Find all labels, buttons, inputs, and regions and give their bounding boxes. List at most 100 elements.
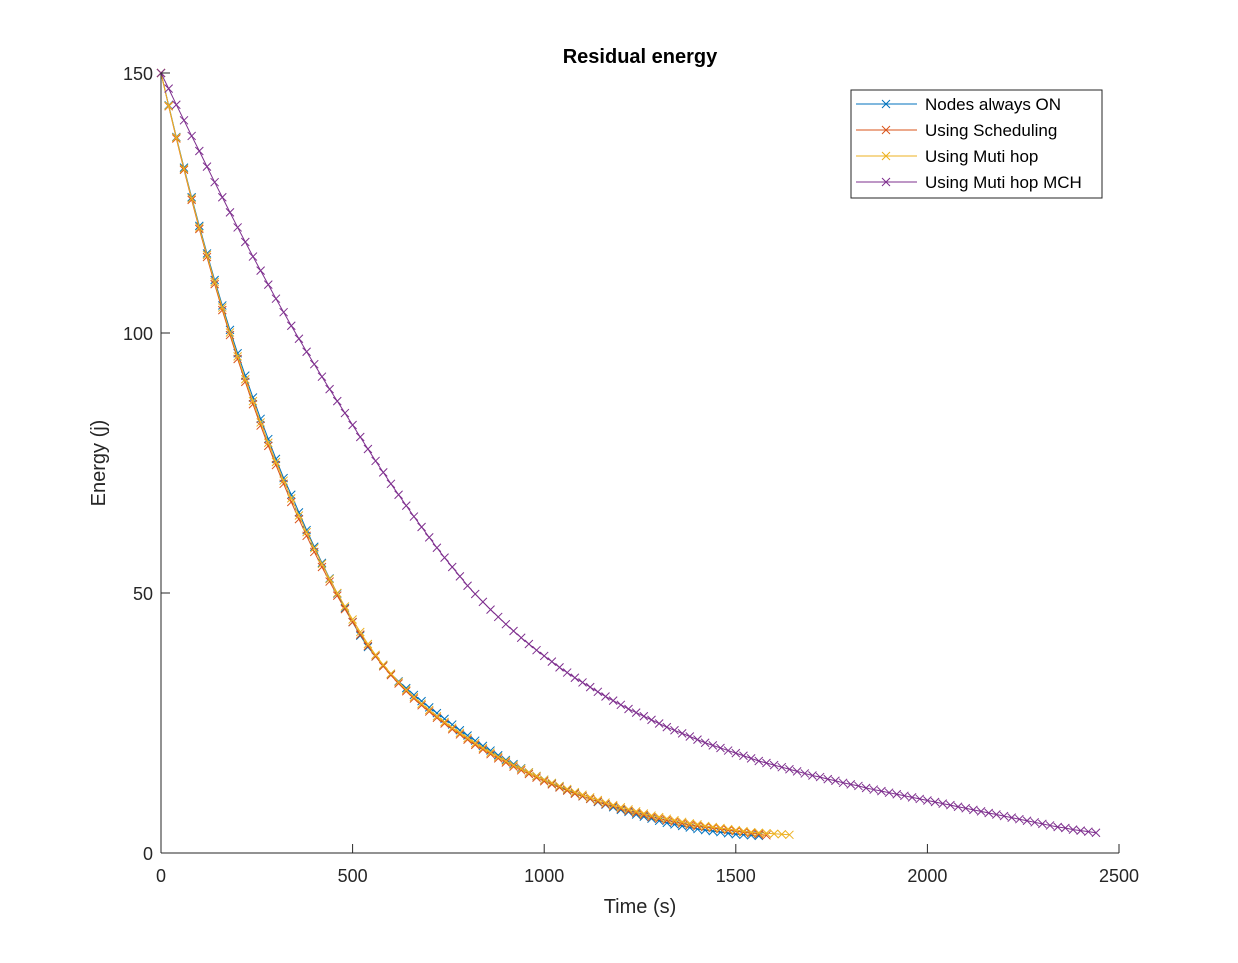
data-point-marker — [1045, 821, 1055, 830]
legend-marker — [881, 177, 891, 187]
data-point-marker — [340, 602, 350, 611]
data-point-marker — [693, 821, 702, 831]
data-point-marker — [723, 825, 733, 835]
data-point-marker — [363, 444, 373, 454]
data-point-marker — [187, 131, 197, 141]
legend-item[interactable]: Nodes always ON — [856, 95, 1061, 114]
y-tick-label: 0 — [143, 844, 153, 864]
data-point-marker — [202, 162, 212, 171]
legend-item[interactable]: Using Muti hop MCH — [856, 173, 1082, 192]
data-point-marker — [202, 250, 212, 260]
data-point-marker — [286, 494, 296, 503]
data-point-marker — [401, 686, 411, 696]
data-point-marker — [279, 476, 288, 486]
data-point-marker — [631, 807, 641, 816]
data-point-marker — [915, 794, 925, 804]
data-point-marker — [325, 574, 334, 584]
data-point-marker — [693, 735, 702, 744]
data-point-marker — [225, 328, 235, 337]
data-point-marker — [976, 807, 986, 816]
data-point-marker — [417, 699, 426, 709]
data-point-marker — [1022, 816, 1032, 826]
ticks-layer: 0 500 1000 1500 2000 2500 0 50 100 150 — [123, 64, 1139, 886]
data-point-marker — [731, 825, 741, 835]
data-point-marker — [654, 812, 664, 822]
data-point-marker — [762, 758, 771, 768]
data-point-marker — [432, 543, 442, 553]
data-point-marker — [746, 827, 756, 837]
data-point-marker — [685, 732, 695, 741]
data-point-marker — [716, 743, 725, 753]
data-point-marker — [332, 396, 342, 406]
data-point-marker — [440, 719, 449, 728]
y-tick-label: 100 — [123, 324, 153, 344]
data-point-marker — [355, 630, 365, 639]
data-point-marker — [608, 696, 618, 705]
data-point-marker — [815, 772, 825, 782]
data-point-marker — [164, 84, 174, 93]
data-point-marker — [363, 641, 373, 651]
data-point-marker — [440, 553, 449, 562]
data-point-marker — [570, 787, 580, 797]
x-axis-label: Time (s) — [604, 896, 677, 918]
data-point-marker — [616, 700, 626, 710]
legend-label: Nodes always ON — [925, 95, 1061, 114]
data-point-marker — [463, 581, 472, 591]
data-point-marker — [723, 824, 733, 834]
data-point-marker — [1015, 814, 1024, 824]
data-point-marker — [493, 612, 503, 622]
data-point-marker — [854, 781, 863, 791]
data-point-marker — [754, 756, 764, 766]
data-point-marker — [930, 797, 940, 807]
data-point-marker — [348, 420, 357, 430]
data-point-marker — [325, 384, 334, 394]
axes-layer — [160, 73, 1119, 854]
data-point-marker — [263, 280, 273, 289]
data-point-marker — [447, 724, 457, 734]
data-point-marker — [478, 741, 488, 751]
data-point-marker — [739, 827, 748, 837]
data-point-marker — [999, 811, 1009, 821]
data-point-marker — [401, 685, 411, 695]
data-point-marker — [869, 785, 879, 794]
data-point-marker — [1007, 813, 1017, 822]
y-axis-label: Energy (j) — [88, 420, 110, 507]
data-point-marker — [754, 829, 764, 839]
legend-item[interactable]: Using Muti hop — [856, 147, 1038, 166]
data-point-marker — [378, 661, 388, 671]
data-point-marker — [992, 810, 1001, 819]
data-point-marker — [846, 780, 856, 789]
legend[interactable]: Nodes always ON Using Scheduling Using Mut… — [850, 89, 1103, 199]
data-point-marker — [417, 522, 426, 532]
legend-label: Using Muti hop — [925, 147, 1038, 166]
data-point-marker — [670, 725, 679, 735]
data-point-marker — [677, 729, 687, 738]
data-point-marker — [470, 589, 480, 599]
data-point-marker — [455, 572, 465, 581]
legend-label: Using Scheduling — [925, 121, 1057, 140]
data-point-marker — [279, 307, 288, 317]
data-point-marker — [532, 771, 541, 781]
data-point-marker — [240, 377, 250, 387]
data-point-marker — [486, 605, 495, 614]
data-point-marker — [509, 626, 518, 636]
data-point-marker — [662, 722, 672, 732]
data-point-marker — [409, 690, 419, 700]
data-point-marker — [739, 751, 748, 761]
data-point-marker — [562, 668, 572, 677]
data-point-marker — [700, 738, 710, 748]
legend-item[interactable]: Using Scheduling — [856, 121, 1057, 140]
data-point-marker — [547, 778, 557, 788]
data-point-marker — [938, 799, 948, 808]
data-point-marker — [900, 791, 909, 801]
data-point-marker — [593, 687, 603, 697]
data-point-marker — [624, 807, 633, 817]
data-point-marker — [969, 805, 978, 815]
data-point-marker — [608, 800, 618, 810]
data-point-marker — [171, 133, 181, 142]
data-point-marker — [394, 677, 403, 687]
data-point-marker — [447, 562, 457, 572]
data-point-marker — [233, 352, 242, 361]
data-point-marker — [601, 692, 610, 701]
